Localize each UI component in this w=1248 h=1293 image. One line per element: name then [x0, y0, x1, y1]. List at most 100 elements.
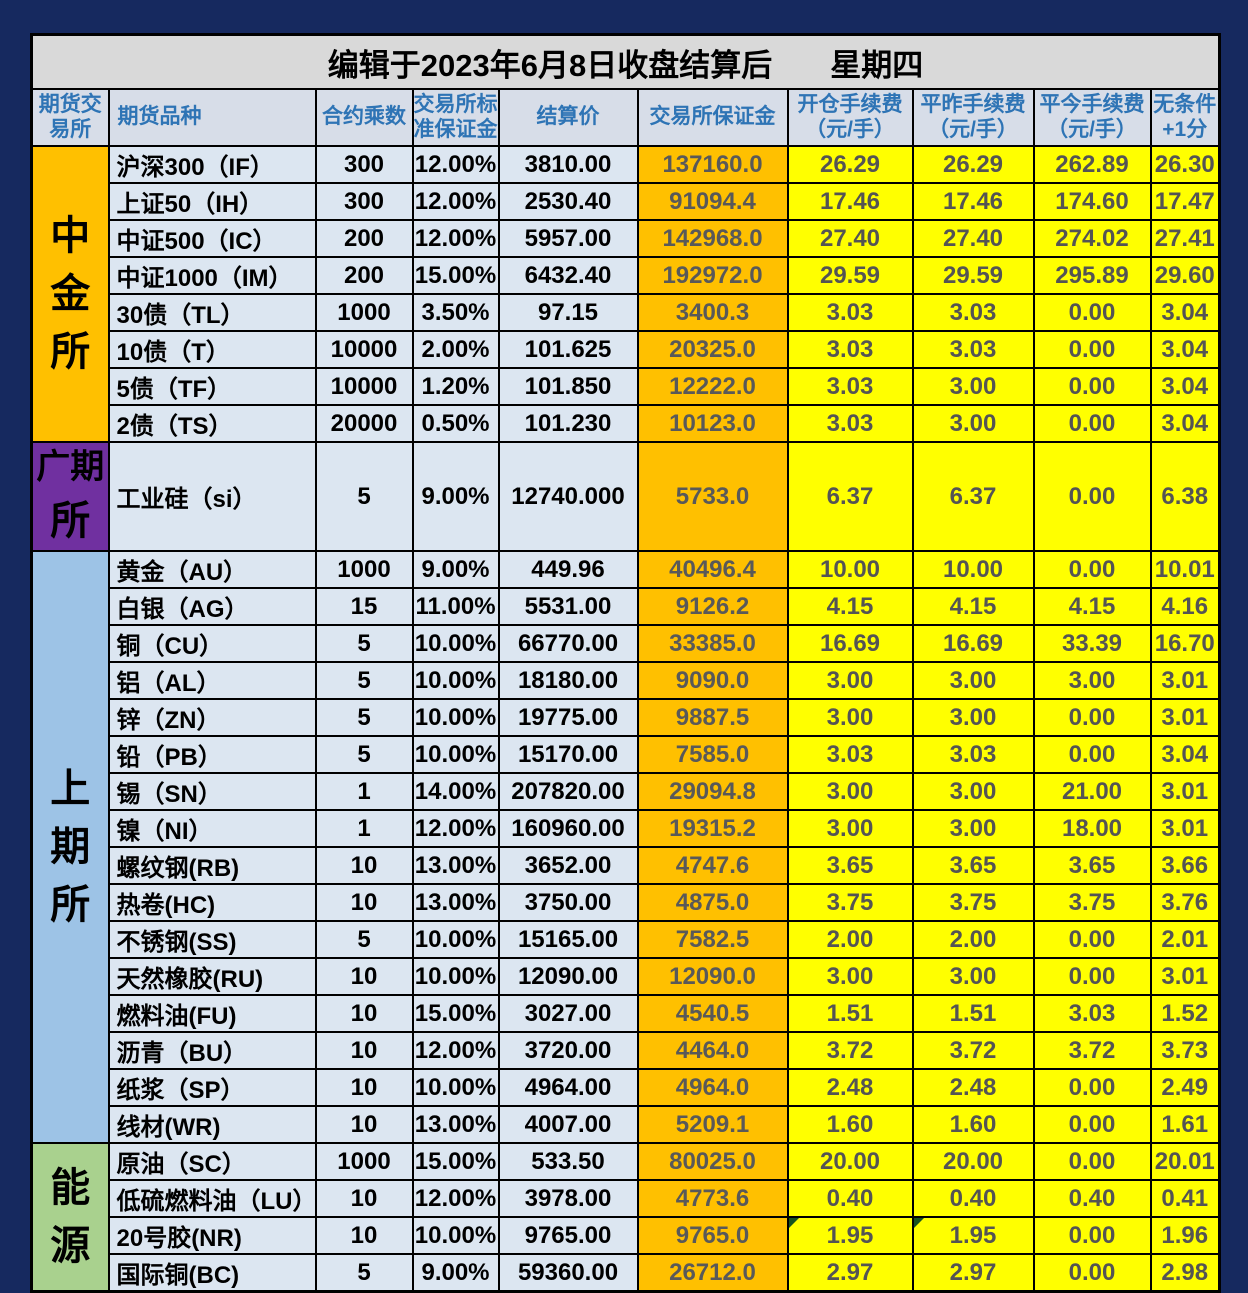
cell-close_today: 4.15	[1032, 587, 1152, 627]
cell-close_today: 0.00	[1032, 1105, 1152, 1145]
cell-plus1: 4.16	[1149, 587, 1221, 627]
table-row: 20号胶(NR) 10 10.00% 9765.00 9765.0 1.95 1.95 0.0…	[32, 1216, 1221, 1256]
cell-open_fee: 3.03	[786, 293, 914, 332]
cell-settle: 3810.00	[497, 145, 639, 184]
cell-plus1: 27.41	[1149, 219, 1221, 258]
cell-multiplier: 10	[314, 957, 414, 997]
cell-settle: 59360.00	[497, 1253, 639, 1293]
table-row: 10债（T） 10000 2.00% 101.625 20325.0 3.03 3.03 0.…	[32, 330, 1221, 369]
table-row: 中金所沪深300（IF） 300 12.00% 3810.00 137160.0 26.2…	[30, 145, 1221, 443]
cell-product: 低硫燃料油（LU）	[107, 1179, 317, 1219]
page-title: 编辑于2023年6月8日收盘结算后 星期四	[30, 33, 1221, 90]
cell-close_today: 295.89	[1032, 256, 1152, 295]
table-row: 线材(WR) 10 13.00% 4007.00 5209.1 1.60 1.60 0.00 1…	[32, 1105, 1221, 1145]
cell-close_today: 262.89	[1032, 145, 1152, 184]
cell-std_margin: 12.00%	[411, 1031, 500, 1071]
cell-settle: 101.230	[497, 404, 639, 443]
table-row: 纸浆（SP） 10 10.00% 4964.00 4964.0 2.48 2.48 0.00 2…	[32, 1068, 1221, 1108]
cell-multiplier: 5	[314, 440, 414, 553]
cell-multiplier: 5	[314, 920, 414, 960]
cell-plus1: 3.04	[1149, 404, 1221, 443]
cell-multiplier: 10	[314, 1105, 414, 1145]
exchange-group-label-shfe: 上期所	[30, 550, 110, 1145]
cell-exch_margin: 7582.5	[636, 920, 789, 960]
cell-multiplier: 200	[314, 219, 414, 258]
cell-multiplier: 10	[314, 994, 414, 1034]
cell-exch_margin: 91094.4	[636, 182, 789, 221]
cell-close_yest: 3.03	[911, 293, 1035, 332]
cell-exch_margin: 4747.6	[636, 846, 789, 886]
cell-open_fee: 1.95	[786, 1216, 914, 1256]
cell-multiplier: 1000	[314, 550, 414, 590]
cell-multiplier: 300	[314, 182, 414, 221]
cell-close_yest: 0.40	[911, 1179, 1035, 1219]
cell-plus1: 3.04	[1149, 367, 1221, 406]
cell-std_margin: 12.00%	[411, 219, 500, 258]
cell-settle: 3750.00	[497, 883, 639, 923]
cell-open_fee: 27.40	[786, 219, 914, 258]
cell-product: 镍（NI）	[107, 809, 317, 849]
cell-close_today: 3.72	[1032, 1031, 1152, 1071]
cell-multiplier: 5	[314, 1253, 414, 1293]
cell-open_fee: 3.03	[786, 735, 914, 775]
cell-settle: 12740.000	[497, 440, 639, 553]
cell-close_yest: 1.60	[911, 1105, 1035, 1145]
cell-close_today: 0.00	[1032, 1142, 1152, 1182]
table-row: 天然橡胶(RU) 10 10.00% 12090.00 12090.0 3.00 3.00 0…	[32, 957, 1221, 997]
cell-product: 铝（AL）	[107, 661, 317, 701]
cell-plus1: 3.01	[1149, 809, 1221, 849]
futures-fee-table: 编辑于2023年6月8日收盘结算后 星期四 期货交 易所 期货品种 合约乘数 交易所…	[30, 33, 1222, 1293]
cell-std_margin: 12.00%	[411, 1179, 500, 1219]
cell-plus1: 2.49	[1149, 1068, 1221, 1108]
cell-std_margin: 10.00%	[411, 1068, 500, 1108]
cell-open_fee: 2.97	[786, 1253, 914, 1293]
table-row: 锌（ZN） 5 10.00% 19775.00 9887.5 3.00 3.00 0.00 3.…	[32, 698, 1221, 738]
cell-plus1: 17.47	[1149, 182, 1221, 221]
cell-plus1: 2.98	[1149, 1253, 1221, 1293]
cell-open_fee: 26.29	[786, 145, 914, 184]
table-row: 铅（PB） 5 10.00% 15170.00 7585.0 3.03 3.03 0.00 3.…	[32, 735, 1221, 775]
cell-multiplier: 1	[314, 772, 414, 812]
cell-close_today: 0.00	[1032, 920, 1152, 960]
cell-std_margin: 10.00%	[411, 1216, 500, 1256]
cell-open_fee: 2.00	[786, 920, 914, 960]
exchange-group-label-ine: 能源	[30, 1142, 110, 1293]
cell-close_today: 33.39	[1032, 624, 1152, 664]
cell-exch_margin: 7585.0	[636, 735, 789, 775]
cell-open_fee: 3.00	[786, 957, 914, 997]
cell-open_fee: 3.00	[786, 698, 914, 738]
cell-std_margin: 9.00%	[411, 440, 500, 553]
cell-open_fee: 3.65	[786, 846, 914, 886]
cell-open_fee: 29.59	[786, 256, 914, 295]
cell-close_today: 274.02	[1032, 219, 1152, 258]
cell-std_margin: 1.20%	[411, 367, 500, 406]
cell-plus1: 3.01	[1149, 772, 1221, 812]
cell-open_fee: 1.60	[786, 1105, 914, 1145]
col-header-close-today-fee: 平今手续费 （元/手）	[1032, 88, 1152, 147]
cell-settle: 449.96	[497, 550, 639, 590]
cell-settle: 3720.00	[497, 1031, 639, 1071]
cell-close_today: 3.75	[1032, 883, 1152, 923]
cell-close_today: 0.00	[1032, 698, 1152, 738]
table-row: 上期所黄金（AU） 1000 9.00% 449.96 40496.4 10.00 10.0…	[30, 550, 1221, 1145]
cell-multiplier: 10	[314, 1068, 414, 1108]
col-header-close-yesterday-fee: 平昨手续费 （元/手）	[911, 88, 1035, 147]
cell-settle: 6432.40	[497, 256, 639, 295]
cell-settle: 5531.00	[497, 587, 639, 627]
cell-close_today: 0.00	[1032, 367, 1152, 406]
table-row: 低硫燃料油（LU） 10 12.00% 3978.00 4773.6 0.40 0.40 0.…	[32, 1179, 1221, 1219]
cell-multiplier: 10	[314, 846, 414, 886]
table-row: 能源原油（SC） 1000 15.00% 533.50 80025.0 20.00 20.0…	[30, 1142, 1221, 1293]
cell-plus1: 2.01	[1149, 920, 1221, 960]
table-row: 国际铜(BC) 5 9.00% 59360.00 26712.0 2.97 2.97 0.00…	[32, 1253, 1221, 1293]
cell-multiplier: 10000	[314, 367, 414, 406]
cell-std_margin: 10.00%	[411, 735, 500, 775]
cell-close_yest: 2.00	[911, 920, 1035, 960]
column-header-row: 期货交 易所 期货品种 合约乘数 交易所标 准保证金 结算价 交易所保证金 开仓手续…	[30, 88, 1221, 147]
cell-close_yest: 3.00	[911, 661, 1035, 701]
cell-exch_margin: 3400.3	[636, 293, 789, 332]
cell-multiplier: 5	[314, 624, 414, 664]
cell-std_margin: 15.00%	[411, 1142, 500, 1182]
col-header-std-margin: 交易所标 准保证金	[411, 88, 500, 147]
cell-settle: 12090.00	[497, 957, 639, 997]
